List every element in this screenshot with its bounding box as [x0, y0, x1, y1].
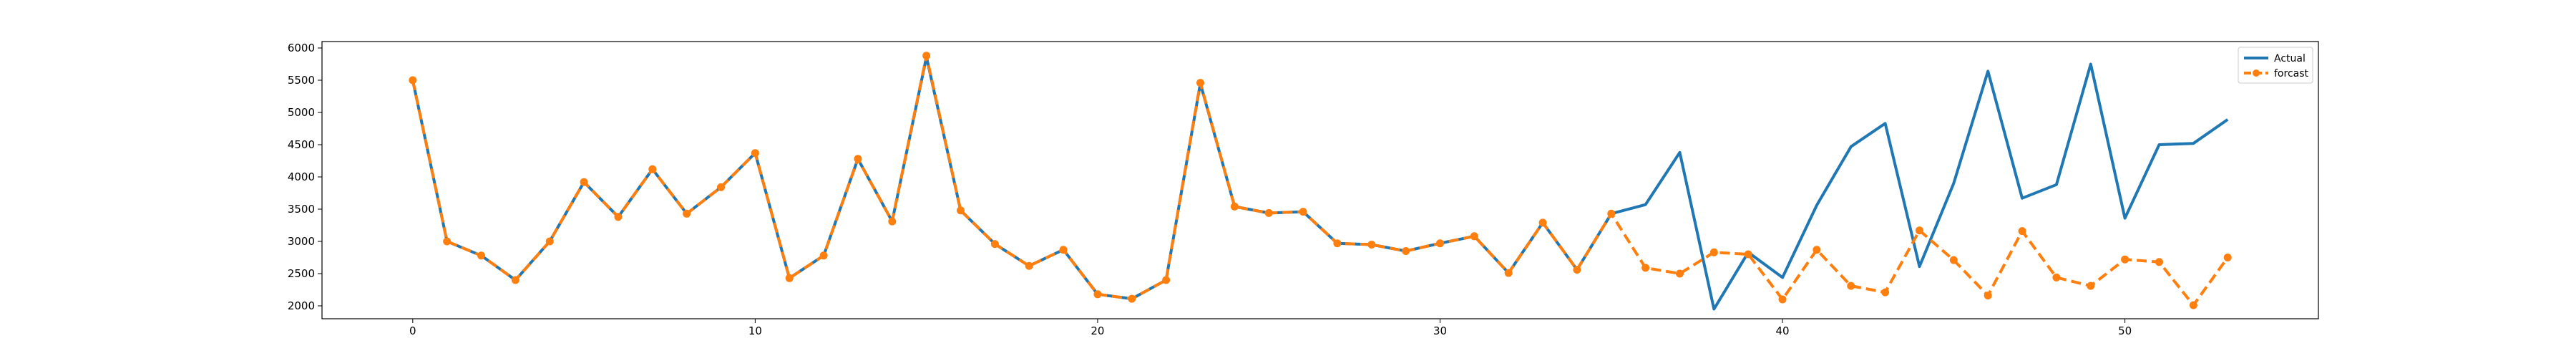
forcast-point [957, 206, 965, 215]
legend-label-forcast: forcast [2274, 68, 2309, 80]
forcast-point [1402, 247, 1410, 255]
plot-area-frame [321, 41, 2319, 319]
legend-marker [2253, 69, 2260, 77]
legend-label-actual: Actual [2274, 53, 2306, 64]
forcast-point [990, 240, 999, 249]
forcast-point [545, 237, 554, 246]
forcast-point [1435, 239, 1444, 248]
forcast-point [1333, 239, 1342, 248]
x-tick-label: 30 [1433, 324, 1447, 337]
forcast-point [511, 276, 519, 284]
forcast-point [1025, 261, 1033, 270]
forcast-point [2189, 301, 2197, 309]
x-tick-label: 0 [409, 324, 416, 337]
forcast-point [2121, 255, 2129, 264]
forcast-point [1744, 250, 1752, 259]
forcast-point [2223, 254, 2232, 261]
forcast-point [1059, 246, 1068, 254]
forcast-point [888, 217, 897, 226]
y-tick-label: 2000 [288, 299, 315, 312]
forcast-point [1881, 288, 1890, 297]
forcast-point [2018, 227, 2026, 236]
forcast-point [2052, 273, 2061, 281]
forcast-point [854, 155, 862, 163]
x-tick-label: 20 [1091, 324, 1104, 337]
forcast-point [1264, 208, 1273, 217]
y-tick-label: 4500 [288, 138, 315, 151]
y-tick-label: 2500 [288, 267, 315, 280]
forcast-point [819, 251, 828, 260]
y-tick-label: 4000 [288, 170, 315, 183]
forcast-point [751, 149, 759, 158]
forcast-point [1299, 208, 1307, 216]
forcast-point [1470, 232, 1478, 241]
x-tick-label: 40 [1776, 324, 1790, 337]
forcast-point [1675, 269, 1684, 278]
forcast-point [580, 178, 588, 186]
forcast-point [1230, 202, 1239, 211]
x-tick-label: 10 [748, 324, 762, 337]
forcast-point [409, 76, 417, 85]
forcast-point [1641, 264, 1650, 272]
forcast-point [1847, 281, 1855, 290]
series-line-forcast [411, 54, 2229, 307]
forcast-point [1504, 269, 1513, 277]
forcast-point [922, 52, 931, 60]
forcast-point [1538, 218, 1547, 227]
x-tick-label: 50 [2118, 324, 2132, 337]
forcast-point [614, 213, 623, 221]
forcast-point [1128, 294, 1136, 303]
y-tick-label: 5000 [288, 106, 315, 119]
forcast-point [477, 251, 486, 260]
forcast-point [2155, 258, 2163, 266]
forcast-point [1984, 292, 1992, 300]
forcast-point [443, 237, 452, 246]
forcast-point [717, 183, 726, 191]
forcast-point [1709, 248, 1718, 256]
forcast-point [1949, 256, 1958, 264]
forcast-point [1367, 241, 1376, 249]
y-tick-label: 6000 [288, 42, 315, 54]
forcast-point [1196, 79, 1205, 87]
forcast-point [2087, 281, 2095, 290]
y-tick-label: 3000 [288, 235, 315, 248]
forcast-point [1573, 266, 1581, 274]
y-tick-label: 3500 [288, 203, 315, 216]
forcast-point [683, 209, 691, 218]
forcast-point [1607, 209, 1616, 218]
y-tick-label: 5500 [288, 74, 315, 87]
forcast-point [1813, 246, 1821, 254]
forcast-point [1162, 276, 1171, 284]
forcast-point [1778, 295, 1787, 304]
forcast-point [1093, 290, 1102, 299]
forcast-point [1915, 226, 1923, 235]
forcast-point [785, 274, 794, 282]
forcast-point [648, 165, 657, 173]
series-line-actual [411, 55, 2229, 311]
